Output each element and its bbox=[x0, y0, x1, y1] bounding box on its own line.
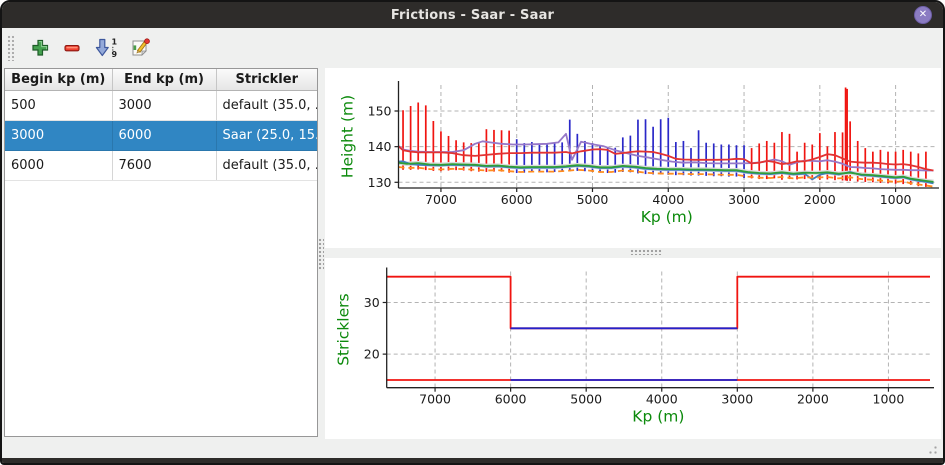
resize-grip[interactable] bbox=[925, 443, 938, 455]
frictions-table: Begin kp (m) End kp (m) Strickler 500 300… bbox=[4, 68, 318, 437]
svg-text:1: 1 bbox=[112, 38, 118, 47]
stricklers-chart-panel: 7000 6000 5000 4000 3000 2000 1000 20 30 Kp (m) St… bbox=[325, 258, 941, 439]
svg-text:Kp (m): Kp (m) bbox=[641, 208, 693, 226]
table-cell: Saar (25.0, 15.0) bbox=[216, 120, 317, 151]
stricklers-chart: 7000 6000 5000 4000 3000 2000 1000 20 30 Kp (m) St… bbox=[335, 267, 934, 426]
table-cell: 7600 bbox=[112, 150, 217, 181]
svg-text:6000: 6000 bbox=[501, 192, 533, 207]
table-cell: default (35.0, … bbox=[216, 150, 317, 181]
title-bar[interactable]: Frictions - Saar - Saar ✕ bbox=[2, 2, 943, 28]
height-profile-chart: 7000 6000 5000 4000 3000 2000 1000 130 140 150 Kp … bbox=[339, 81, 939, 226]
column-header-strickler[interactable]: Strickler bbox=[216, 69, 317, 91]
svg-text:2000: 2000 bbox=[797, 392, 829, 407]
vertical-splitter-handle[interactable] bbox=[318, 238, 324, 270]
table-cell: 6000 bbox=[112, 120, 217, 151]
svg-text:7000: 7000 bbox=[425, 192, 457, 207]
status-bar bbox=[2, 439, 943, 458]
svg-text:7000: 7000 bbox=[419, 392, 451, 407]
svg-text:5000: 5000 bbox=[577, 192, 609, 207]
add-row-button[interactable] bbox=[25, 33, 55, 63]
svg-text:6000: 6000 bbox=[495, 392, 527, 407]
table-cell: 500 bbox=[5, 90, 113, 121]
svg-text:3000: 3000 bbox=[728, 192, 760, 207]
table-cell: 6000 bbox=[5, 150, 113, 181]
svg-text:30: 30 bbox=[364, 295, 380, 310]
svg-text:Kp (m): Kp (m) bbox=[632, 408, 684, 426]
svg-text:Height (m): Height (m) bbox=[339, 95, 357, 178]
edit-button[interactable] bbox=[125, 33, 155, 63]
table-cell: default (35.0, … bbox=[216, 90, 317, 121]
height-chart-panel: 7000 6000 5000 4000 3000 2000 1000 130 140 150 Kp … bbox=[325, 68, 941, 248]
svg-text:2000: 2000 bbox=[804, 192, 836, 207]
svg-text:4000: 4000 bbox=[646, 392, 678, 407]
toolbar: 1 9 bbox=[2, 28, 943, 68]
svg-text:Stricklers: Stricklers bbox=[335, 293, 353, 365]
table-cell: 3000 bbox=[5, 120, 113, 151]
svg-text:3000: 3000 bbox=[721, 392, 753, 407]
close-button[interactable]: ✕ bbox=[914, 6, 932, 24]
table-header-row: Begin kp (m) End kp (m) Strickler bbox=[5, 69, 317, 91]
window-bottom-border bbox=[2, 458, 943, 463]
toolbar-grip[interactable] bbox=[7, 35, 14, 61]
svg-text:140: 140 bbox=[368, 139, 392, 154]
svg-text:130: 130 bbox=[368, 175, 392, 190]
sort-1-9-icon: 1 9 bbox=[95, 38, 118, 59]
table-cell: 3000 bbox=[112, 90, 217, 121]
remove-icon bbox=[64, 45, 80, 52]
close-icon: ✕ bbox=[918, 9, 928, 20]
horizontal-splitter-handle[interactable] bbox=[630, 249, 662, 255]
svg-text:4000: 4000 bbox=[652, 192, 684, 207]
svg-text:20: 20 bbox=[364, 347, 380, 362]
remove-row-button[interactable] bbox=[57, 33, 87, 63]
add-icon bbox=[32, 39, 49, 56]
column-header-end-kp[interactable]: End kp (m) bbox=[112, 69, 217, 91]
window-title: Frictions - Saar - Saar bbox=[390, 7, 555, 23]
edit-icon bbox=[132, 38, 150, 56]
column-header-begin-kp[interactable]: Begin kp (m) bbox=[5, 69, 113, 91]
svg-text:9: 9 bbox=[112, 50, 118, 59]
svg-text:5000: 5000 bbox=[570, 392, 602, 407]
svg-text:150: 150 bbox=[368, 104, 392, 119]
svg-text:1000: 1000 bbox=[873, 392, 905, 407]
svg-text:1000: 1000 bbox=[880, 192, 912, 207]
sort-button[interactable]: 1 9 bbox=[89, 33, 123, 63]
